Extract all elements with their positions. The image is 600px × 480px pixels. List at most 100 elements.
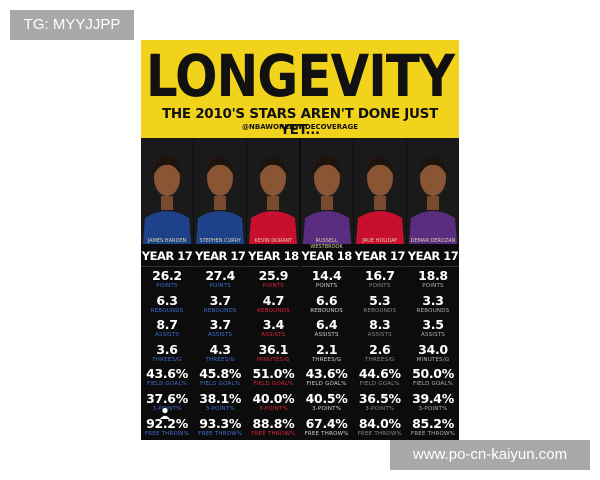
stat-cell: 44.6% FIELD GOAL% (354, 367, 406, 388)
stat-value: 3.3 (422, 292, 444, 308)
stat-cell: 67.4% FREE THROW% (301, 415, 353, 438)
stat-label: MINUTES/G (416, 356, 450, 363)
stat-label: REBOUNDS (257, 307, 290, 314)
stat-label: ASSISTS (208, 332, 233, 339)
stat-cell: 34.0 MINUTES/G (407, 341, 459, 364)
stat-value: 6.3 (156, 292, 178, 308)
stat-cell: 14.4 POINTS (301, 269, 353, 290)
player-year: YEAR 17 (353, 246, 406, 267)
stat-label: THREES/G (365, 356, 395, 363)
stat-value: 45.8% (199, 366, 242, 382)
player-year: YEAR 18 (247, 246, 300, 267)
stat-cell: 43.6% FIELD GOAL% (301, 367, 353, 388)
stat-label: 3-POINT% (365, 406, 395, 412)
stat-label: ASSISTS (420, 332, 446, 339)
stat-cell: 84.0% FREE THROW% (354, 416, 406, 438)
stat-cell: 4.3 THREES/G (194, 342, 246, 364)
player-name: STEPHEN CURRY (199, 238, 241, 244)
player-photo (194, 138, 247, 244)
stat-cell: 36.1 MINUTES/G (247, 341, 299, 364)
stat-label: ASSISTS (261, 332, 286, 339)
stat-cell: 8.3 ASSISTS (354, 318, 406, 339)
stat-cell: 27.4 POINTS (194, 269, 246, 290)
stat-cell: 18.8 POINTS (407, 269, 459, 290)
stat-cell: 4.7 REBOUNDS (247, 292, 299, 315)
stat-value: 36.5% (358, 391, 401, 406)
stat-cell: 92.2% FREE THROW% (141, 416, 193, 438)
stat-value: 18.8 (418, 268, 448, 283)
stat-label: THREES/G (205, 356, 235, 363)
stat-cell: 85.2% FREE THROW% (407, 416, 459, 438)
stat-cell: 40.0% 3-POINT% (247, 392, 299, 413)
stat-value: 51.0% (252, 366, 295, 382)
stat-cell: 6.4 ASSISTS (301, 318, 353, 339)
player-column: JAMES HARDEN YEAR 17 26.2 POINTS 6.3 REBOUNDS… (141, 138, 193, 440)
stat-value: 67.4% (305, 415, 348, 431)
stat-cell: 39.4% 3-POINT% (407, 392, 459, 413)
player-name: KEVIN DURANT (254, 238, 293, 244)
stat-cell: 26.2 POINTS (141, 269, 193, 290)
stat-label: POINTS (422, 283, 444, 289)
stat-label: REBOUNDS (150, 307, 184, 314)
stat-label: REBOUNDS (203, 307, 237, 314)
player-column: STEPHEN CURRY YEAR 17 27.4 POINTS 3.7 REBOUND… (194, 138, 247, 440)
stat-value: 26.2 (152, 268, 182, 283)
stat-label: ASSISTS (154, 332, 180, 339)
stat-value: 93.3% (199, 415, 242, 431)
stat-cell: 36.5% 3-POINT% (354, 392, 406, 413)
stat-label: FREE THROW% (144, 430, 190, 437)
stat-value: 2.1 (315, 341, 338, 357)
poster-title: LONGEVITY (145, 42, 455, 110)
stat-cell: 43.6% FIELD GOAL% (141, 367, 193, 388)
poster-banner: LONGEVITY THE 2010'S STARS AREN'T DONE J… (141, 40, 459, 138)
player-year: YEAR 17 (407, 246, 459, 267)
stat-label: REBOUNDS (310, 307, 343, 314)
stat-label: ASSISTS (314, 332, 339, 339)
stat-value: 3.7 (209, 292, 232, 308)
stat-label: FREE THROW% (410, 430, 456, 437)
player-column: DEMAR DEROZAN YEAR 17 18.8 POINTS 3.3 REBOUND… (407, 138, 459, 440)
stat-value: 6.6 (315, 292, 338, 308)
stat-label: FIELD GOAL% (359, 381, 400, 388)
stat-label: FIELD GOAL% (146, 381, 188, 388)
player-photo (300, 138, 353, 244)
stat-label: FIELD GOAL% (306, 381, 347, 388)
stat-cell: 16.7 POINTS (354, 269, 406, 290)
player-photo (247, 138, 300, 244)
stat-cell: 50.0% FIELD GOAL% (407, 367, 459, 388)
player-column: RUSSELL WESTBROOK YEAR 18 14.4 POINTS 6.6 REB… (300, 138, 353, 440)
stat-label: FREE THROW% (304, 430, 349, 437)
stat-label: THREES/G (152, 356, 182, 363)
stat-value: 14.4 (311, 268, 342, 283)
stat-value: 38.1% (199, 391, 242, 406)
stat-value: 44.6% (358, 366, 401, 382)
player-name: JAMES HARDEN (147, 238, 187, 244)
stat-cell: 3.6 THREES/G (141, 342, 193, 364)
stat-label: FREE THROW% (198, 430, 243, 437)
stat-cell: 38.1% 3-POINT% (194, 392, 246, 413)
stat-value: 43.6% (146, 366, 188, 382)
player-name: JRUE HOLIDAY (362, 238, 398, 244)
stat-cell: 40.5% 3-POINT% (301, 392, 353, 413)
stat-label: 3-POINT% (418, 406, 448, 412)
stat-value: 36.1 (258, 341, 289, 357)
stat-cell: 6.3 REBOUNDS (141, 292, 193, 315)
player-column: JRUE HOLIDAY YEAR 17 16.7 POINTS 5.3 REBOUNDS… (353, 138, 406, 440)
stat-value: 3.5 (422, 317, 444, 333)
stat-cell: 3.4 ASSISTS (247, 318, 299, 339)
stat-value: 4.7 (262, 292, 285, 308)
stat-label: FIELD GOAL% (253, 381, 294, 388)
stat-value: 5.3 (369, 292, 391, 308)
stat-label: FREE THROW% (357, 430, 402, 437)
poster-subtitle: THE 2010'S STARS AREN'T DONE JUST YET... (161, 106, 439, 138)
player-year: YEAR 17 (194, 246, 247, 267)
user-icon (160, 407, 170, 419)
stat-value: 6.4 (315, 317, 338, 333)
watermark-bottom: www.po-cn-kaiyun.com (390, 440, 590, 470)
stat-value: 88.8% (252, 415, 295, 431)
player-column: KEVIN DURANT YEAR 18 25.9 POINTS 4.7 REBOUNDS… (247, 138, 300, 440)
stat-value: 3.7 (209, 317, 232, 333)
stat-value: 34.0 (418, 341, 448, 357)
stat-label: POINTS (369, 283, 391, 289)
stat-value: 8.7 (156, 317, 178, 333)
